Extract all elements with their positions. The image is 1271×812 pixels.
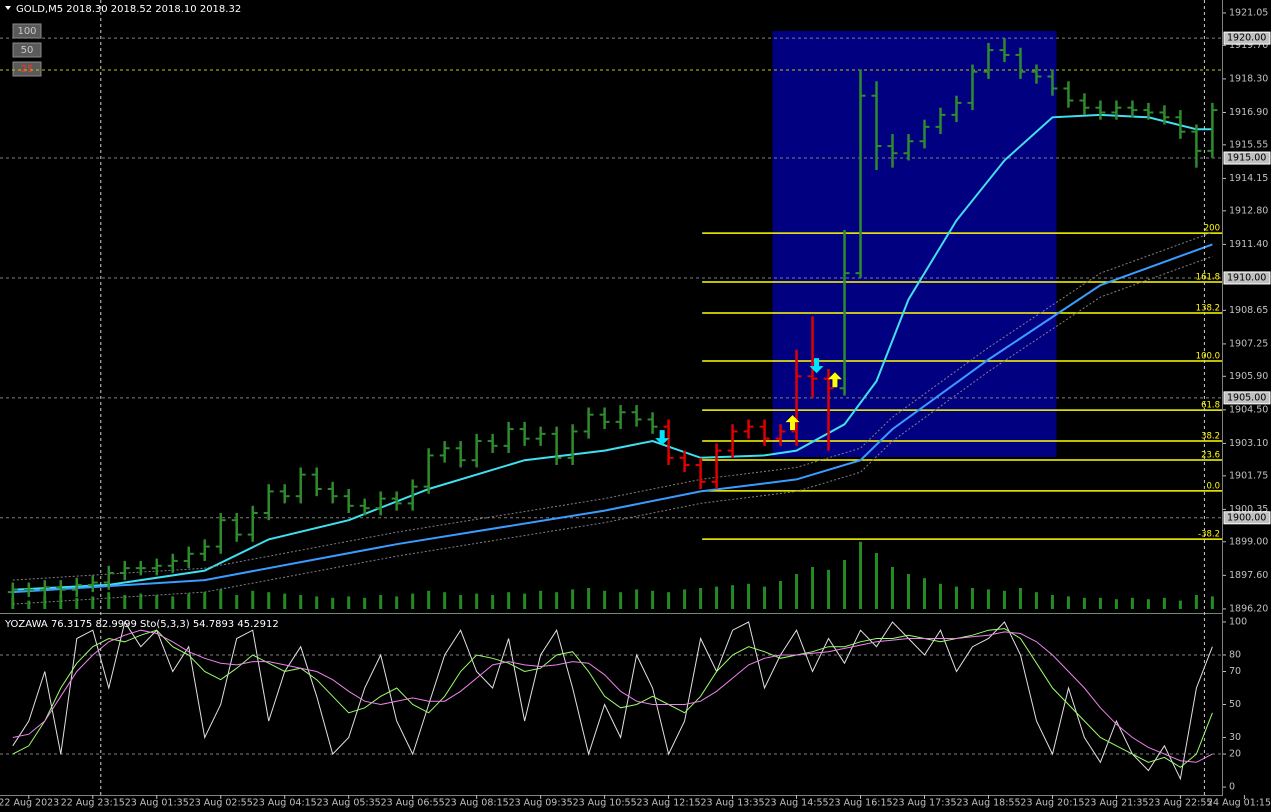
symbol-menu-arrow[interactable]: [5, 6, 11, 10]
price-line-tag: [1223, 511, 1271, 525]
level-button[interactable]: [12, 61, 42, 77]
moving-average: [12, 255, 1213, 605]
x-tick-label: 23 Aug 12:15: [637, 798, 701, 809]
price-line-label: 1910.00: [1227, 272, 1266, 283]
oscillator-line: [12, 629, 1213, 763]
oscillator-panel: 100 80 70 50 30 20 0: [0, 616, 1247, 793]
y-tick-label: 1916.90: [1229, 107, 1268, 118]
y-tick-label: 1899.00: [1229, 536, 1268, 547]
fib-label: -38.2: [1198, 530, 1220, 540]
time-zone: [772, 30, 1057, 458]
x-tick-label: 23 Aug 10:55: [573, 798, 637, 809]
signal-arrow: [809, 358, 824, 374]
y-tick-label: 1915.55: [1229, 139, 1268, 150]
x-tick-label: 23 Aug 02:55: [189, 798, 253, 809]
y-tick-label: 0: [1229, 782, 1235, 793]
y-tick-label: 1905.90: [1229, 371, 1268, 382]
fib-label: 38.2: [1201, 432, 1220, 442]
x-tick-label: 23 Aug 21:35: [1084, 798, 1148, 809]
fib-label: 0.0: [1206, 481, 1220, 491]
y-tick-label: 1908.65: [1229, 305, 1268, 316]
y-tick-label: 20: [1229, 749, 1241, 760]
price-line-tag: [1223, 151, 1271, 165]
x-tick-label: 23 Aug 13:35: [701, 798, 765, 809]
y-tick-label: 1914.15: [1229, 173, 1268, 184]
y-tick-label: 1912.80: [1229, 205, 1268, 216]
price-line-label: 1915.00: [1227, 153, 1266, 164]
x-tick-label: 23 Aug 08:15: [445, 798, 509, 809]
y-tick-label: 1911.40: [1229, 239, 1268, 250]
price-line-tag: [1223, 31, 1271, 45]
x-tick-label: 23 Aug 14:55: [765, 798, 829, 809]
x-tick-label: 23 Aug 16:15: [828, 798, 892, 809]
x-tick-label: 23 Aug 06:55: [381, 798, 445, 809]
y-tick-label: 80: [1229, 649, 1241, 660]
y-tick-label: 1897.60: [1229, 570, 1268, 581]
fib-label: 23.6: [1201, 450, 1220, 460]
moving-average: [12, 231, 1213, 581]
y-tick-label: 1901.75: [1229, 470, 1268, 481]
y-tick-label: 1904.50: [1229, 404, 1268, 415]
indicator-header: YOZAWA 76.3175 82.9999 Sto(5,3,3) 54.789…: [4, 619, 279, 630]
fib-label: 161.8: [1196, 273, 1220, 283]
fib-label: 200: [1204, 224, 1220, 234]
y-tick-label: 1903.10: [1229, 438, 1268, 449]
level-button-label[interactable]: 100: [17, 26, 36, 37]
y-tick-label: 100: [1229, 616, 1247, 627]
y-tick-label: 50: [1229, 699, 1241, 710]
x-tick-label: 23 Aug 01:35: [125, 798, 189, 809]
price-line-tag: [1223, 271, 1271, 285]
x-tick-label: 23 Aug 18:55: [956, 798, 1020, 809]
y-tick-label: 70: [1229, 666, 1241, 677]
x-tick-label: 22 Aug 2023: [0, 798, 59, 809]
x-tick-label: 23 Aug 20:15: [1020, 798, 1084, 809]
fib-label: 100.0: [1196, 351, 1220, 361]
x-tick-label: 23 Aug 22:55: [1148, 798, 1212, 809]
y-tick-label: 1896.20: [1229, 603, 1268, 614]
y-tick-label: 30: [1229, 732, 1241, 743]
moving-average: [12, 243, 1213, 594]
fib-label: 61.8: [1201, 401, 1220, 411]
y-tick-label: 1900.35: [1229, 504, 1268, 515]
price-panel: 100 50 25 200 161.8 138.2 100.0 61.8 38.2 23.6 0.0…: [0, 7, 1271, 614]
x-tick-label: 23 Aug 05:35: [317, 798, 381, 809]
oscillator-line: [12, 628, 1213, 768]
y-tick-label: 1918.30: [1229, 73, 1268, 84]
y-tick-label: 1921.05: [1229, 7, 1268, 18]
price-line-tag: [1223, 391, 1271, 405]
price-line-label: 1900.00: [1227, 512, 1266, 523]
symbol-header: GOLD,M5 2018.30 2018.52 2018.10 2018.32: [16, 4, 241, 15]
level-button[interactable]: [12, 42, 42, 58]
x-tick-label: 22 Aug 23:15: [61, 798, 125, 809]
price-line-label: 1920.00: [1227, 33, 1266, 44]
y-tick-label: 1907.25: [1229, 338, 1268, 349]
oscillator-line: [12, 620, 1213, 781]
moving-average: [12, 113, 1213, 591]
level-button-label[interactable]: 50: [21, 45, 34, 56]
x-tick-label: 23 Aug 17:35: [892, 798, 956, 809]
x-tick-label: 23 Aug 09:35: [509, 798, 573, 809]
signal-arrow: [655, 430, 670, 446]
price-line-label: 1905.00: [1227, 392, 1266, 403]
x-tick-label: 23 Aug 04:15: [253, 798, 317, 809]
fib-label: 138.2: [1196, 303, 1220, 313]
signal-arrow: [827, 372, 842, 388]
signal-arrow: [785, 415, 800, 431]
x-tick-label: 24 Aug 01:15: [1207, 798, 1271, 809]
level-button-label[interactable]: 25: [21, 64, 34, 75]
y-tick-label: 1919.70: [1229, 40, 1268, 51]
